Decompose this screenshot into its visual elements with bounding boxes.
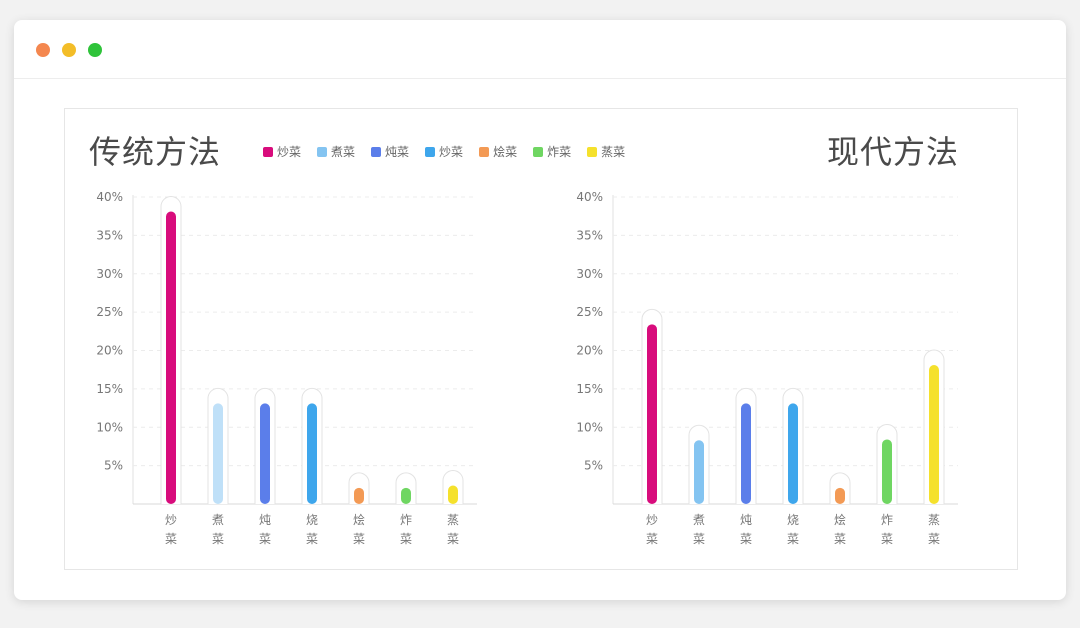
y-tick-label: 30% [96, 267, 123, 281]
y-tick-label: 20% [576, 344, 603, 358]
legend-item: 炸菜 [533, 143, 571, 160]
chart-title-traditional: 传统方法 [89, 133, 222, 171]
x-category-label: 菜 [165, 532, 177, 546]
browser-window: 传统方法 现代方法 炒菜 煮菜 炖菜 炒菜 烩菜 炸菜 蒸菜 5% 10% 15% 2… [14, 20, 1066, 600]
bar [166, 211, 176, 504]
legend-swatch [263, 146, 273, 157]
close-window-button[interactable] [36, 43, 50, 57]
y-tick-label: 5% [104, 459, 123, 473]
legend-item: 炖菜 [371, 143, 409, 160]
x-category-label: 菜 [306, 532, 318, 546]
x-category-label: 菜 [212, 532, 224, 546]
legend-item: 烩菜 [479, 143, 517, 160]
bar [448, 485, 458, 504]
y-tick-label: 25% [576, 305, 603, 319]
x-category-label: 菜 [400, 532, 412, 546]
x-category-label: 炒 [165, 513, 177, 527]
x-category-label: 炸 [400, 513, 412, 527]
y-tick-label: 5% [584, 459, 603, 473]
y-tick-label: 35% [96, 228, 123, 242]
x-category-label: 菜 [353, 532, 365, 546]
chart-panel: 传统方法 现代方法 炒菜 煮菜 炖菜 炒菜 烩菜 炸菜 蒸菜 5% 10% 15% 2… [64, 108, 1018, 570]
x-category-label: 烧 [306, 513, 318, 527]
x-category-label: 炖 [259, 513, 271, 527]
x-category-label: 菜 [259, 532, 271, 546]
legend-swatch [587, 146, 598, 157]
x-category-label: 菜 [881, 532, 893, 546]
bar [354, 487, 364, 504]
legend-swatch [479, 146, 490, 157]
legend-swatch [425, 146, 436, 157]
legend-swatch [317, 146, 328, 157]
x-category-label: 菜 [646, 532, 658, 546]
legend-label: 蒸菜 [601, 145, 626, 159]
y-tick-label: 40% [576, 190, 603, 204]
x-category-label: 烩 [353, 512, 365, 527]
x-category-label: 炒 [646, 513, 658, 527]
y-tick-label: 30% [576, 267, 603, 281]
x-category-label: 菜 [447, 532, 459, 546]
x-category-label: 菜 [740, 532, 752, 546]
legend-label: 炸菜 [547, 145, 572, 159]
y-tick-label: 10% [96, 420, 123, 434]
bar [694, 440, 704, 504]
legend-item: 蒸菜 [587, 143, 625, 160]
x-category-label: 烩 [834, 512, 846, 527]
chart-legend: 炒菜 煮菜 炖菜 炒菜 烩菜 炸菜 蒸菜 [263, 143, 625, 160]
x-category-label: 炸 [881, 513, 893, 527]
legend-item: 炒菜 [263, 143, 301, 160]
legend-label: 炖菜 [385, 145, 410, 159]
y-tick-label: 35% [576, 228, 603, 242]
bar [213, 403, 223, 504]
legend-label: 炒菜 [277, 145, 302, 159]
y-tick-label: 20% [96, 344, 123, 358]
x-category-label: 蒸 [928, 513, 940, 527]
x-category-label: 蒸 [447, 513, 459, 527]
x-category-label: 菜 [787, 532, 799, 546]
y-tick-label: 25% [96, 305, 123, 319]
bar [260, 403, 270, 504]
bar-charts-svg: 5%10%15%20%25%30%35%40%炒菜煮菜炖菜烧菜烩菜炸菜蒸菜5%1… [96, 190, 958, 546]
x-category-label: 炖 [740, 513, 752, 527]
maximize-window-button[interactable] [88, 43, 102, 57]
bar [401, 487, 411, 504]
legend-swatch [371, 146, 382, 157]
bar [929, 365, 939, 504]
x-category-label: 菜 [928, 532, 940, 546]
window-titlebar [14, 20, 1066, 79]
legend-swatch [533, 146, 544, 157]
y-tick-label: 15% [96, 382, 123, 396]
bar [307, 403, 317, 504]
legend-label: 炒菜 [439, 145, 464, 159]
bar [882, 439, 892, 504]
x-category-label: 煮 [693, 513, 705, 527]
x-category-label: 煮 [212, 513, 224, 527]
chart-title-modern: 现代方法 [826, 133, 959, 171]
bar [788, 403, 798, 504]
legend-label: 煮菜 [331, 145, 356, 159]
x-category-label: 菜 [693, 532, 705, 546]
legend-item: 炒菜 [425, 143, 463, 160]
bar [835, 487, 845, 504]
legend-label: 烩菜 [493, 145, 518, 159]
bar [741, 403, 751, 504]
minimize-window-button[interactable] [62, 43, 76, 57]
y-tick-label: 10% [576, 420, 603, 434]
x-category-label: 菜 [834, 532, 846, 546]
legend-item: 煮菜 [317, 143, 355, 160]
y-tick-label: 15% [576, 382, 603, 396]
x-category-label: 烧 [787, 513, 799, 527]
bar [647, 324, 657, 504]
y-tick-label: 40% [96, 190, 123, 204]
